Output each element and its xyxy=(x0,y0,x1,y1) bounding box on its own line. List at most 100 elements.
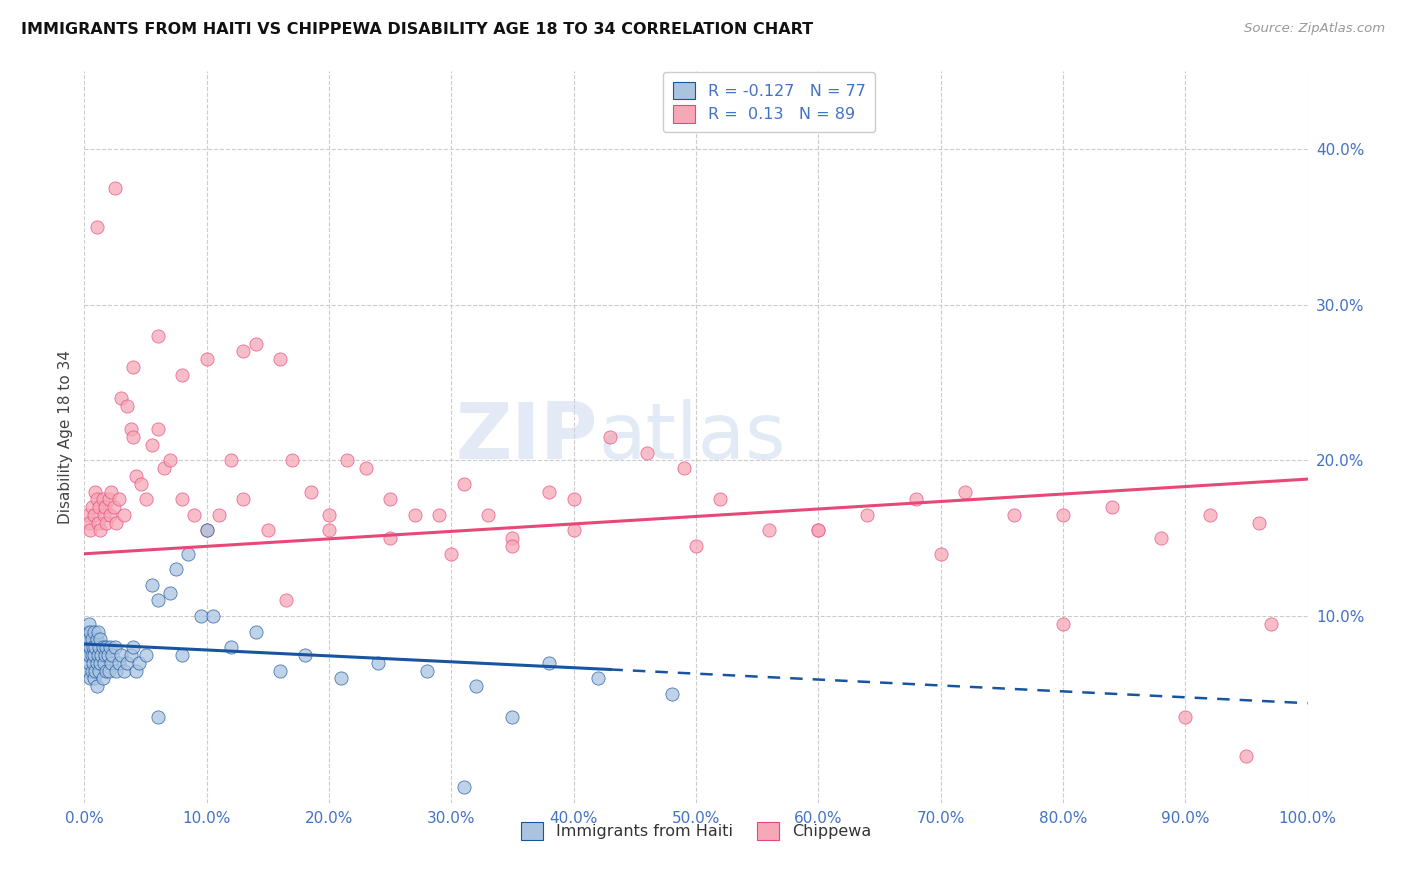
Point xyxy=(427,508,450,522)
Point xyxy=(502,710,524,724)
Point xyxy=(77,656,100,670)
Point xyxy=(128,656,150,670)
Point xyxy=(122,640,145,655)
Point xyxy=(97,648,120,662)
Point xyxy=(1052,616,1074,631)
Point xyxy=(98,508,121,522)
Point xyxy=(672,461,695,475)
Point xyxy=(190,609,212,624)
Point xyxy=(538,484,561,499)
Point xyxy=(86,656,108,670)
Point xyxy=(146,593,169,607)
Point xyxy=(96,664,118,678)
Point xyxy=(1247,516,1270,530)
Point xyxy=(77,508,100,522)
Point xyxy=(562,492,585,507)
Point xyxy=(1002,508,1025,522)
Point xyxy=(146,329,169,343)
Point xyxy=(685,539,707,553)
Point xyxy=(77,624,100,639)
Point xyxy=(91,492,114,507)
Point xyxy=(83,648,105,662)
Point xyxy=(104,640,127,655)
Point xyxy=(1198,508,1220,522)
Point xyxy=(77,664,100,678)
Point xyxy=(153,461,176,475)
Point xyxy=(380,531,402,545)
Point xyxy=(96,516,118,530)
Point xyxy=(89,524,111,538)
Point xyxy=(367,656,389,670)
Point xyxy=(84,484,107,499)
Point xyxy=(84,664,107,678)
Point xyxy=(122,430,145,444)
Point xyxy=(380,492,402,507)
Point xyxy=(245,624,267,639)
Point xyxy=(807,524,830,538)
Point xyxy=(94,648,117,662)
Point xyxy=(87,624,110,639)
Point xyxy=(159,453,181,467)
Point xyxy=(101,648,124,662)
Point xyxy=(146,422,169,436)
Point xyxy=(219,640,242,655)
Point xyxy=(80,500,103,515)
Point xyxy=(100,656,122,670)
Point xyxy=(758,524,780,538)
Point xyxy=(276,593,298,607)
Point xyxy=(856,508,879,522)
Point xyxy=(464,679,486,693)
Point xyxy=(562,524,585,538)
Text: atlas: atlas xyxy=(598,399,786,475)
Point xyxy=(91,640,114,655)
Point xyxy=(93,656,115,670)
Point xyxy=(141,438,163,452)
Point xyxy=(79,624,101,639)
Point xyxy=(112,664,135,678)
Point xyxy=(538,656,561,670)
Point xyxy=(87,516,110,530)
Text: Source: ZipAtlas.com: Source: ZipAtlas.com xyxy=(1244,22,1385,36)
Point xyxy=(1052,508,1074,522)
Point xyxy=(83,671,105,685)
Point xyxy=(115,399,138,413)
Point xyxy=(318,508,340,522)
Point xyxy=(96,640,118,655)
Point xyxy=(107,492,129,507)
Point xyxy=(87,664,110,678)
Point xyxy=(80,648,103,662)
Point xyxy=(1150,531,1173,545)
Point xyxy=(79,640,101,655)
Point xyxy=(929,547,952,561)
Point xyxy=(219,453,242,467)
Point xyxy=(330,671,353,685)
Point xyxy=(105,516,128,530)
Point xyxy=(208,508,231,522)
Point xyxy=(110,648,132,662)
Point xyxy=(112,508,135,522)
Point xyxy=(76,648,98,662)
Point xyxy=(129,476,152,491)
Point xyxy=(86,632,108,647)
Point xyxy=(93,508,115,522)
Point xyxy=(82,656,104,670)
Point xyxy=(122,359,145,374)
Point xyxy=(77,616,100,631)
Point xyxy=(115,656,138,670)
Point xyxy=(477,508,499,522)
Point xyxy=(98,640,121,655)
Point xyxy=(1174,710,1197,724)
Point xyxy=(141,578,163,592)
Point xyxy=(905,492,928,507)
Point xyxy=(125,664,148,678)
Point xyxy=(294,648,316,662)
Point xyxy=(502,531,524,545)
Point xyxy=(953,484,976,499)
Point xyxy=(177,547,200,561)
Point xyxy=(107,656,129,670)
Point xyxy=(336,453,359,467)
Point xyxy=(97,492,120,507)
Point xyxy=(87,640,110,655)
Point xyxy=(172,648,194,662)
Point xyxy=(299,484,322,499)
